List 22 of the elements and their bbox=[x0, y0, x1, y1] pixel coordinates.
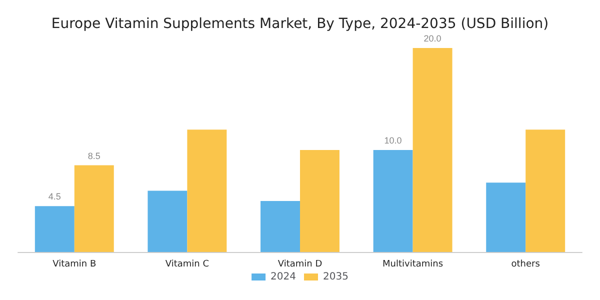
chart-title: Europe Vitamin Supplements Market, By Type, 2024-2035 (USD Billion) bbox=[51, 16, 549, 32]
legend-label: 2035 bbox=[323, 272, 348, 282]
bar bbox=[260, 201, 300, 252]
bar bbox=[74, 165, 114, 252]
x-tick-label: Vitamin D bbox=[278, 260, 322, 270]
bar bbox=[300, 150, 340, 252]
bar bbox=[187, 130, 227, 252]
bar bbox=[526, 130, 566, 252]
data-label: 8.5 bbox=[88, 150, 100, 161]
x-tick-label: Vitamin B bbox=[52, 260, 96, 270]
bar bbox=[412, 48, 452, 252]
bar bbox=[34, 206, 74, 252]
x-tick-label: Vitamin C bbox=[165, 260, 210, 270]
data-label: 10.0 bbox=[384, 136, 402, 146]
legend-label: 2024 bbox=[270, 272, 296, 282]
bar bbox=[148, 190, 188, 252]
data-label: 20.0 bbox=[424, 34, 442, 44]
bar bbox=[486, 182, 526, 252]
x-tick-label: Multivitamins bbox=[382, 260, 444, 270]
bar bbox=[373, 150, 413, 252]
x-tick-label: others bbox=[511, 260, 540, 270]
data-label: 4.5 bbox=[48, 192, 61, 202]
